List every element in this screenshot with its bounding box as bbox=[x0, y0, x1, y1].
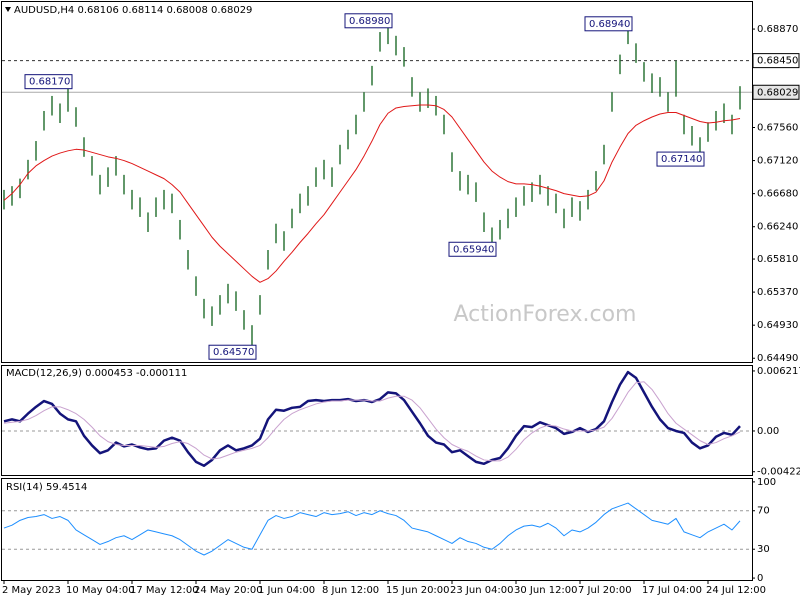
y-tick-label: 0.67120 bbox=[757, 156, 798, 167]
price-annotation-box bbox=[448, 241, 497, 257]
indicator-line bbox=[3, 104, 741, 283]
x-tick-label: 30 Jun 12:00 bbox=[514, 585, 578, 596]
y-tick-label: 0.65370 bbox=[757, 287, 798, 298]
menu-arrow[interactable] bbox=[5, 7, 11, 12]
x-tick-label: 24 May 20:00 bbox=[194, 585, 263, 596]
x-tick-label: 17 Jul 04:00 bbox=[642, 585, 702, 596]
x-tick-label: 10 May 04:00 bbox=[66, 585, 135, 596]
y-tick-label: 0.67560 bbox=[757, 123, 798, 134]
price-annotation-box bbox=[656, 151, 705, 167]
indicator-line bbox=[3, 502, 741, 556]
y-tick-label: 0.66680 bbox=[757, 189, 798, 200]
level-label-box bbox=[752, 84, 800, 100]
price-annotation: 0.68940 bbox=[589, 19, 630, 30]
price-panel bbox=[1, 1, 753, 363]
y-tick-label: 30 bbox=[757, 544, 770, 555]
price-annotation: 0.67140 bbox=[661, 154, 702, 165]
price-annotation-box bbox=[24, 74, 73, 90]
y-tick-label: 70 bbox=[757, 506, 770, 517]
price-annotation: 0.65940 bbox=[453, 244, 494, 255]
level-label: 0.68450 bbox=[757, 56, 798, 67]
x-tick-label: 17 May 12:00 bbox=[130, 585, 199, 596]
indicator-line bbox=[3, 381, 741, 462]
price-annotation-box bbox=[208, 344, 257, 360]
x-tick-label: 23 Jun 04:00 bbox=[450, 585, 514, 596]
y-tick-label: 100 bbox=[757, 477, 776, 488]
rsi-panel bbox=[1, 478, 753, 581]
watermark: ActionForex.com bbox=[454, 302, 637, 327]
price-annotation-box bbox=[584, 16, 633, 32]
y-tick-label: 0.66240 bbox=[757, 222, 798, 233]
price-annotation-box bbox=[344, 13, 393, 29]
level-label: 0.68029 bbox=[757, 87, 798, 98]
price-annotation: 0.68980 bbox=[349, 16, 390, 27]
macd-panel bbox=[1, 365, 753, 476]
y-tick-label: 0.65810 bbox=[757, 254, 798, 265]
x-tick-label: 7 Jul 20:00 bbox=[578, 585, 632, 596]
chart-title: AUDUSD,H4 0.68106 0.68114 0.68008 0.6802… bbox=[14, 5, 252, 16]
y-tick-label: 0.00 bbox=[757, 426, 779, 437]
price-annotation: 0.64570 bbox=[213, 347, 254, 358]
y-tick-label: 0.68870 bbox=[757, 24, 798, 35]
x-tick-label: 24 Jul 12:00 bbox=[706, 585, 766, 596]
macd-title: MACD(12,26,9) 0.000453 -0.000111 bbox=[6, 368, 187, 379]
rsi-title: RSI(14) 59.4514 bbox=[6, 482, 87, 493]
y-tick-label: 0.64490 bbox=[757, 353, 798, 364]
x-tick-label: 1 Jun 04:00 bbox=[258, 585, 315, 596]
y-tick-label: 0.64930 bbox=[757, 320, 798, 331]
x-tick-label: 15 Jun 20:00 bbox=[386, 585, 450, 596]
x-tick-label: 8 Jun 12:00 bbox=[322, 585, 379, 596]
x-tick-label: 2 May 2023 bbox=[2, 585, 61, 596]
y-tick-label: 0.006217 bbox=[757, 366, 800, 377]
level-label-box bbox=[752, 53, 800, 69]
y-tick-label: 0 bbox=[757, 573, 763, 584]
price-annotation: 0.68170 bbox=[29, 77, 70, 88]
